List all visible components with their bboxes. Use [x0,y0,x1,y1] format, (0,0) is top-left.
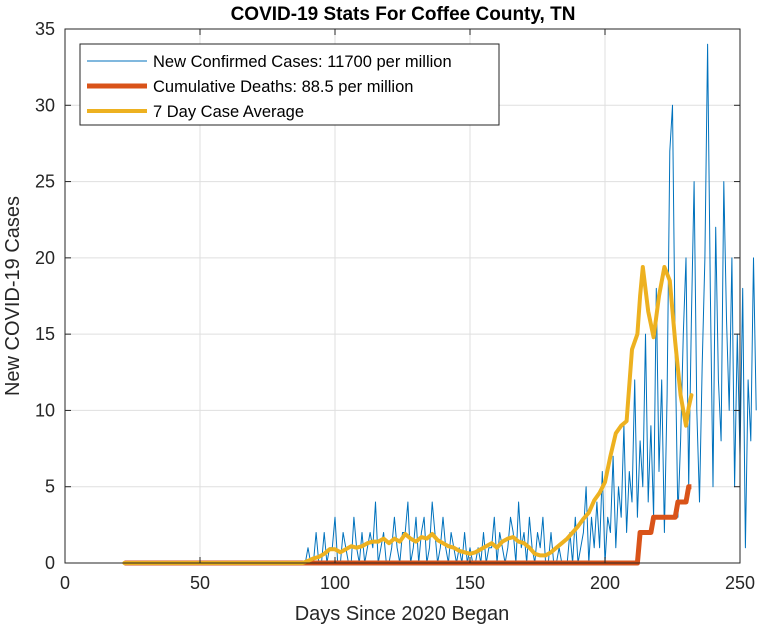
y-tick-label: 25 [35,172,55,192]
x-tick-label: 100 [320,573,350,593]
y-tick-label: 0 [45,553,55,573]
y-tick-label: 5 [45,477,55,497]
y-tick-label: 10 [35,400,55,420]
legend-label-cumulative-deaths: Cumulative Deaths: 88.5 per million [153,78,413,96]
x-tick-label: 200 [590,573,620,593]
y-tick-label: 35 [35,19,55,39]
legend-label-7-day-average: 7 Day Case Average [153,103,304,121]
x-tick-label: 50 [190,573,210,593]
x-tick-label: 150 [455,573,485,593]
x-tick-label: 0 [60,573,70,593]
y-tick-label: 15 [35,324,55,344]
x-tick-label: 250 [725,573,755,593]
y-axis-label: New COVID-19 Cases [2,196,24,396]
legend: New Confirmed Cases: 11700 per million C… [80,44,499,125]
y-tick-label: 20 [35,248,55,268]
legend-label-new-cases: New Confirmed Cases: 11700 per million [153,53,452,71]
chart-title: COVID-19 Stats For Coffee County, TN [231,4,576,25]
x-axis-label: Days Since 2020 Began [295,603,510,625]
y-tick-label: 30 [35,95,55,115]
